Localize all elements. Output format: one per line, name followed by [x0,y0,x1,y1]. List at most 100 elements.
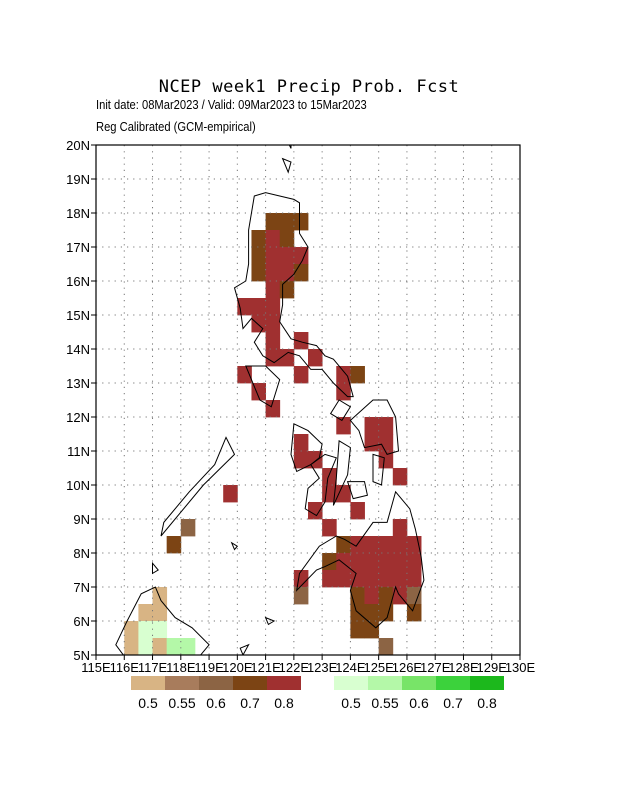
prob-cell [407,587,422,604]
y-tick-label: 19N [66,172,90,187]
prob-cell [350,621,365,638]
prob-cell [407,570,422,587]
legend-swatch [165,676,199,690]
y-tick-label: 7N [73,580,90,595]
prob-cell [266,213,281,230]
prob-cell [393,519,408,536]
prob-cell [138,638,153,655]
prob-cell [153,638,168,655]
legend-label: 0.7 [240,695,260,711]
prob-cell [124,621,139,638]
x-tick-label: 128E [448,660,479,675]
prob-cell [350,587,365,604]
legend-swatch [267,676,301,690]
legend-label: 0.7 [443,695,463,711]
y-tick-label: 6N [73,614,90,629]
legend-swatch [334,676,368,690]
legend-label: 0.5 [341,695,361,711]
prob-cell [308,502,323,519]
prob-cell [181,519,196,536]
prob-cell [379,434,394,451]
prob-cell [266,315,281,332]
longitude-axis: 115E116E117E118E119E120E121E122E123E124E… [81,655,535,675]
prob-cell [280,230,295,247]
legend-label: 0.8 [477,695,497,711]
x-tick-label: 119E [194,660,224,675]
prob-cell [124,638,139,655]
prob-cell [365,621,380,638]
prob-cell [294,587,309,604]
x-tick-label: 116E [110,660,140,675]
y-tick-label: 15N [66,308,90,323]
prob-cell [280,247,295,264]
y-tick-label: 5N [73,648,90,663]
y-tick-label: 14N [66,342,90,357]
y-tick-label: 18N [66,206,90,221]
prob-cell [294,570,309,587]
legend-swatch [436,676,470,690]
x-tick-label: 122E [279,660,310,675]
prob-cell [266,349,281,366]
y-tick-label: 10N [66,478,90,493]
prob-cell [393,536,408,553]
prob-cell [365,536,380,553]
below-normal-legend: 0.5 0.55 0.6 0.7 0.8 [131,676,301,711]
legend-label: 0.55 [168,695,195,711]
prob-cell [294,366,309,383]
y-tick-label: 20N [66,138,90,153]
legend-swatch [368,676,402,690]
prob-cell [336,417,351,434]
prob-cell [280,264,295,281]
legend-swatch [402,676,436,690]
prob-cell [407,536,422,553]
x-tick-label: 130E [505,660,536,675]
prob-cell [379,570,394,587]
prob-cell [322,570,337,587]
prob-cell [251,247,266,264]
legend-label: 0.8 [274,695,294,711]
prob-cell [294,434,309,451]
y-tick-label: 13N [66,376,90,391]
prob-cell [153,621,168,638]
prob-cell [266,247,281,264]
prob-cell [393,553,408,570]
prob-cell [393,570,408,587]
x-tick-label: 123E [307,660,338,675]
prob-cell [350,502,365,519]
legend-swatch [233,676,267,690]
x-tick-label: 127E [420,660,451,675]
prob-cell [365,553,380,570]
prob-cell [350,366,365,383]
prob-cell [294,264,309,281]
prob-cell [280,213,295,230]
prob-cell [280,281,295,298]
prob-cell [365,570,380,587]
x-tick-label: 120E [222,660,253,675]
prob-cell [223,485,238,502]
y-tick-label: 12N [66,410,90,425]
prob-cell [379,417,394,434]
legend-swatch [131,676,165,690]
prob-cell [365,587,380,604]
prob-cell [336,570,351,587]
prob-cell [365,604,380,621]
prob-cell [138,604,153,621]
prob-cell [336,383,351,400]
prob-cell [266,230,281,247]
prob-cell [266,264,281,281]
legend-label: 0.6 [206,695,226,711]
prob-cell [308,349,323,366]
legend-swatch [470,676,504,690]
y-tick-label: 17N [66,240,90,255]
prob-cell [294,451,309,468]
prob-cell [167,638,182,655]
prob-cell [167,536,182,553]
legend-label: 0.5 [138,695,158,711]
prob-cell [266,298,281,315]
prob-cell [153,604,168,621]
legend-label: 0.6 [409,695,429,711]
prob-cell [379,536,394,553]
x-tick-label: 117E [138,660,168,675]
prob-cell [251,315,266,332]
prob-cell [251,298,266,315]
